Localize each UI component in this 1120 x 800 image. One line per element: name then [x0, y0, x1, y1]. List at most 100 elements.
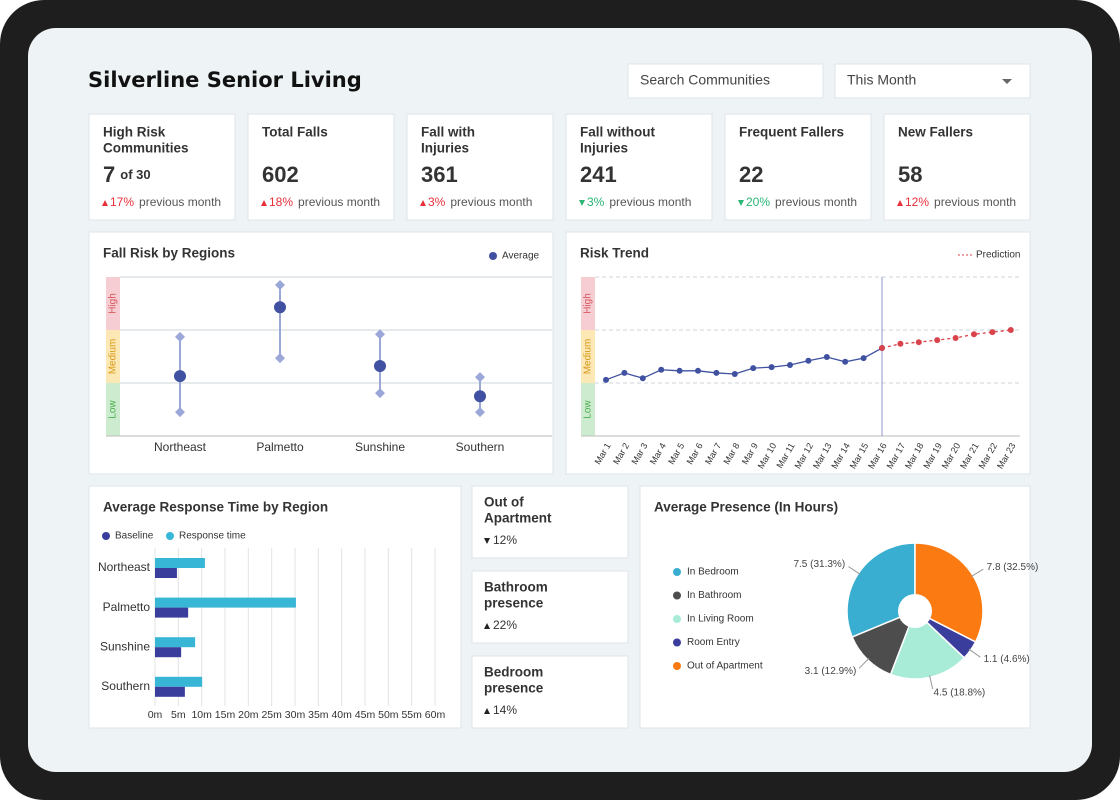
change-value: 18% [269, 195, 293, 209]
x-tick-label: 55m [401, 709, 422, 721]
series-point [897, 340, 904, 347]
trend-arrow [484, 708, 490, 714]
kpi-value: 602 [262, 162, 299, 187]
kpi-value: 361 [421, 162, 458, 187]
series-point [603, 376, 609, 383]
change-note: previous month [934, 195, 1016, 209]
change-value: 20% [746, 195, 770, 209]
band-label: Medium [108, 339, 119, 375]
kpi-change: 3% previous month [428, 195, 532, 209]
legend-label: Average [502, 251, 540, 262]
x-tick-label: 10m [191, 709, 212, 721]
kpi-number: 361 [421, 162, 458, 187]
presence-title: presence [484, 681, 544, 696]
chart-title: Average Response Time by Region [103, 500, 328, 515]
legend-label: Out of Apartment [687, 661, 763, 672]
x-tick-label: 45m [355, 709, 376, 721]
trend-arrow [484, 538, 490, 544]
series-point [952, 334, 959, 341]
change-note: previous month [298, 195, 380, 209]
chart-title: Risk Trend [580, 246, 649, 261]
kpi-number: 241 [580, 162, 617, 187]
x-tick-label: 35m [308, 709, 329, 721]
change-note: previous month [775, 195, 857, 209]
risk-band [581, 383, 595, 436]
x-tick-label: 40m [331, 709, 352, 721]
presence-title: Bathroom [484, 580, 548, 595]
kpi-label: Frequent Fallers [739, 125, 844, 140]
legend-label: Baseline [115, 531, 154, 542]
bar [155, 568, 177, 578]
kpi-change: 18% previous month [269, 195, 380, 209]
kpi-value: 241 [580, 162, 617, 187]
search-box[interactable] [627, 63, 824, 99]
presence-change: 12% [493, 533, 517, 547]
y-tick-label: Palmetto [103, 600, 151, 614]
kpi-value: 58 [898, 162, 922, 187]
presence-title: presence [484, 596, 544, 611]
x-tick-label: 15m [215, 709, 236, 721]
bar [155, 607, 189, 618]
legend-dot [102, 532, 110, 540]
kpi-suffix: of 30 [120, 167, 150, 182]
chart-title: Fall Risk by Regions [103, 246, 235, 261]
series-point [860, 355, 867, 362]
donut-hole [898, 594, 932, 628]
presence-card [471, 655, 629, 729]
series-point [1007, 327, 1014, 333]
series-point [934, 337, 941, 344]
x-tick-label: Sunshine [355, 440, 405, 454]
legend-dot [166, 532, 174, 540]
series-line [605, 347, 883, 381]
band-label: Medium [583, 339, 594, 375]
legend-dot [673, 662, 681, 670]
kpi-label: Fall without [580, 125, 655, 140]
change-value: 17% [110, 195, 134, 209]
series-point [823, 354, 830, 361]
trend-arrow [102, 200, 108, 206]
range-max [275, 279, 285, 290]
series-point [787, 361, 793, 368]
legend-label: Prediction [976, 250, 1020, 261]
range-min [475, 407, 485, 418]
legend-label: Response time [179, 531, 246, 542]
range-max [475, 372, 485, 383]
bar [155, 558, 205, 568]
kpi-label: New Fallers [898, 125, 973, 140]
range-min [275, 353, 285, 364]
slice-label: 7.8 (32.5%) [987, 562, 1039, 573]
x-tick-label: 5m [171, 709, 186, 721]
chart-title: Average Presence (In Hours) [654, 500, 838, 515]
period-dropdown[interactable] [834, 63, 1031, 99]
kpi-change: 17% previous month [110, 195, 221, 209]
presence-change: 14% [493, 703, 517, 717]
kpi-number: 58 [898, 162, 922, 187]
risk-band [106, 383, 120, 436]
legend-dot [673, 591, 681, 600]
trend-arrow [484, 623, 490, 629]
kpi-card [883, 113, 1031, 221]
kpi-label: Communities [103, 141, 189, 156]
average-dot [374, 360, 386, 373]
slice-label: 1.1 (4.6%) [984, 654, 1030, 665]
average-dot [274, 301, 286, 314]
leader-line [929, 675, 934, 690]
risk-band [581, 277, 595, 330]
trend-arrow [261, 200, 267, 206]
x-tick-label: Southern [456, 440, 505, 454]
average-dot [474, 390, 486, 403]
series-point [658, 366, 665, 373]
slice-label: 4.5 (18.8%) [934, 688, 986, 699]
legend-label: In Bathroom [687, 590, 741, 601]
kpi-value: 22 [739, 162, 763, 187]
presence-title: Bedroom [484, 665, 543, 680]
band-label: Low [108, 400, 119, 419]
bar [155, 676, 203, 687]
leader-line [858, 657, 870, 669]
kpi-number: 22 [739, 162, 763, 187]
change-value: 12% [905, 195, 929, 209]
band-label: High [583, 293, 594, 314]
x-tick-label: 25m [261, 709, 282, 721]
kpi-card [406, 113, 554, 221]
series-point [879, 345, 885, 352]
